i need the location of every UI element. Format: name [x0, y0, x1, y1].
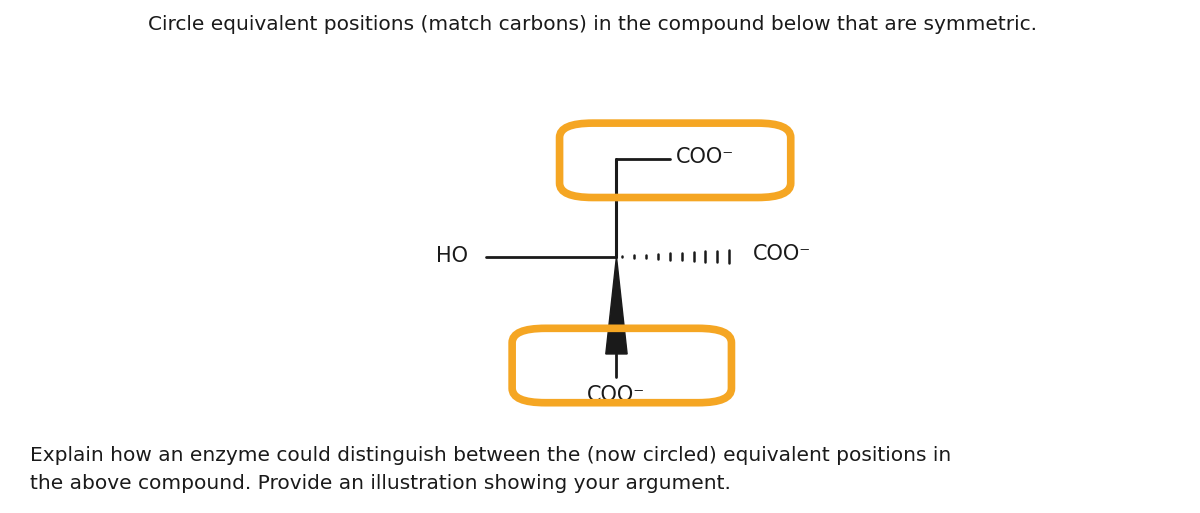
Text: COO⁻: COO⁻ — [587, 385, 646, 405]
Text: COO⁻: COO⁻ — [676, 147, 734, 167]
Text: HO: HO — [437, 247, 468, 266]
Polygon shape — [606, 256, 628, 354]
Text: Explain how an enzyme could distinguish between the (now circled) equivalent pos: Explain how an enzyme could distinguish … — [30, 446, 950, 494]
Text: Circle equivalent positions (match carbons) in the compound below that are symme: Circle equivalent positions (match carbo… — [149, 15, 1037, 34]
Text: COO⁻: COO⁻ — [752, 244, 811, 264]
